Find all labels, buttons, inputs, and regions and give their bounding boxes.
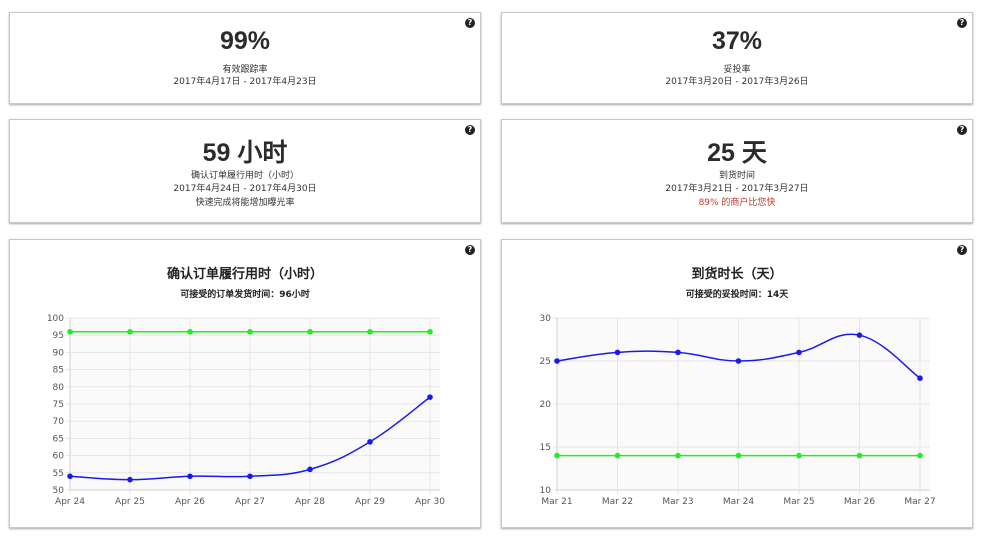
x-tick-label: Apr 26 xyxy=(175,497,205,507)
y-tick-label: 100 xyxy=(47,314,64,324)
y-tick-label: 80 xyxy=(53,383,65,393)
stat-label: 确认订单履行用时（小时） xyxy=(190,171,299,181)
y-tick-label: 60 xyxy=(53,452,65,462)
x-tick-label: Apr 28 xyxy=(295,497,325,507)
x-tick-label: Mar 22 xyxy=(602,497,633,507)
x-tick-label: Mar 21 xyxy=(541,497,572,507)
stat-note: 快速完成将能增加曝光率 xyxy=(195,198,295,208)
data-point xyxy=(427,394,433,400)
stat-note: 89% 的商户比您快 xyxy=(698,198,776,208)
data-point xyxy=(796,349,802,356)
stat-card-tracking-rate: ? 99% 有效跟踪率 2017年4月17日 - 2017年4月23日 xyxy=(9,12,481,104)
data-point xyxy=(67,473,73,480)
y-tick-label: 95 xyxy=(53,331,64,341)
line-chart-arrival-time: 10 15 20 25 30 Mar 21 Mar 22 Mar 23 Mar 24 Mar 25… xyxy=(540,314,936,507)
y-tick-label: 30 xyxy=(540,314,552,324)
data-point xyxy=(427,328,433,335)
stat-date-range: 2017年3月21日 - 2017年3月27日 xyxy=(665,184,809,194)
chart-title: 确认订单履行用时（小时） xyxy=(166,267,323,282)
y-tick-label: 10 xyxy=(540,486,552,496)
data-point xyxy=(307,466,313,473)
x-tick-label: Apr 30 xyxy=(415,497,445,507)
x-tick-label: Mar 23 xyxy=(662,497,693,507)
chart-title: 到货时长（天） xyxy=(691,267,783,282)
data-point xyxy=(735,452,742,459)
help-icon[interactable]: ? xyxy=(957,18,967,28)
x-tick-label: Apr 29 xyxy=(355,497,385,507)
x-tick-label: Apr 24 xyxy=(55,497,85,507)
stat-value: 99% xyxy=(219,27,271,55)
data-point xyxy=(307,328,313,335)
y-tick-label: 50 xyxy=(53,486,65,496)
help-icon[interactable]: ? xyxy=(957,125,967,135)
data-point xyxy=(127,476,133,483)
x-tick-label: Mar 25 xyxy=(783,497,814,507)
data-point xyxy=(735,358,742,364)
data-point xyxy=(554,452,560,459)
y-tick-label: 90 xyxy=(53,348,65,358)
data-point xyxy=(917,452,923,459)
chart-subtitle: 可接受的妥投时间：14天 xyxy=(685,290,789,300)
x-tick-label: Mar 24 xyxy=(723,497,755,507)
y-tick-label: 20 xyxy=(540,400,552,410)
data-point xyxy=(675,452,681,459)
stat-card-delivery-rate: ? 37% 妥投率 2017年3月20日 - 2017年3月26日 xyxy=(501,12,973,104)
help-icon[interactable]: ? xyxy=(465,245,475,255)
stat-card-arrival-time: ? 25 天 到货时间 2017年3月21日 - 2017年3月27日 89% … xyxy=(501,119,973,223)
data-point xyxy=(247,473,253,480)
y-tick-label: 15 xyxy=(540,443,551,453)
y-tick-label: 75 xyxy=(53,400,64,410)
data-point xyxy=(917,375,923,381)
y-tick-label: 25 xyxy=(540,357,551,367)
chart-card-confirm-time: ? 确认订单履行用时（小时） 可接受的订单发货时间：96小时 50 55 60 65 7… xyxy=(9,239,481,528)
data-point xyxy=(675,349,681,356)
data-point xyxy=(187,328,193,335)
help-icon[interactable]: ? xyxy=(957,245,967,255)
line-chart-confirm-time: 50 55 60 65 70 75 80 85 90 95 100 Apr 24 Apr 25 Apr 2… xyxy=(47,314,445,507)
data-point xyxy=(367,328,373,335)
x-tick-label: Mar 26 xyxy=(844,497,876,507)
data-point xyxy=(614,452,621,459)
x-tick-label: Apr 27 xyxy=(235,497,265,507)
stat-date-range: 2017年3月20日 - 2017年3月26日 xyxy=(665,77,809,87)
x-tick-label: Mar 27 xyxy=(904,497,935,507)
stat-label: 到货时间 xyxy=(718,171,755,181)
stat-date-range: 2017年4月17日 - 2017年4月23日 xyxy=(173,77,317,87)
y-tick-label: 70 xyxy=(53,417,65,427)
data-point xyxy=(554,358,560,364)
y-tick-label: 65 xyxy=(53,434,64,444)
help-icon[interactable]: ? xyxy=(465,125,475,135)
chart-subtitle: 可接受的订单发货时间：96小时 xyxy=(180,290,310,300)
stat-value: 25 天 xyxy=(707,139,767,167)
y-tick-label: 55 xyxy=(53,469,64,479)
data-point xyxy=(247,328,253,335)
data-point xyxy=(67,328,73,335)
data-point xyxy=(856,452,863,459)
x-tick-label: Apr 25 xyxy=(115,497,145,507)
stat-label: 有效跟踪率 xyxy=(222,65,268,75)
stat-date-range: 2017年4月24日 - 2017年4月30日 xyxy=(173,184,317,194)
stat-label: 妥投率 xyxy=(723,65,751,75)
stat-card-confirm-time: ? 59 小时 确认订单履行用时（小时） 2017年4月24日 - 2017年4… xyxy=(9,119,481,223)
stat-value: 37% xyxy=(711,27,763,55)
y-tick-label: 85 xyxy=(53,366,64,376)
data-point xyxy=(367,439,373,445)
data-point xyxy=(127,328,133,335)
stat-value: 59 小时 xyxy=(202,139,288,167)
data-point xyxy=(796,452,802,459)
chart-card-arrival-time: ? 到货时长（天） 可接受的妥投时间：14天 10 15 20 25 30 Mar 21 M… xyxy=(501,239,973,528)
data-point xyxy=(856,332,863,338)
data-point xyxy=(187,473,193,480)
help-icon[interactable]: ? xyxy=(465,18,475,28)
data-point xyxy=(614,349,621,356)
